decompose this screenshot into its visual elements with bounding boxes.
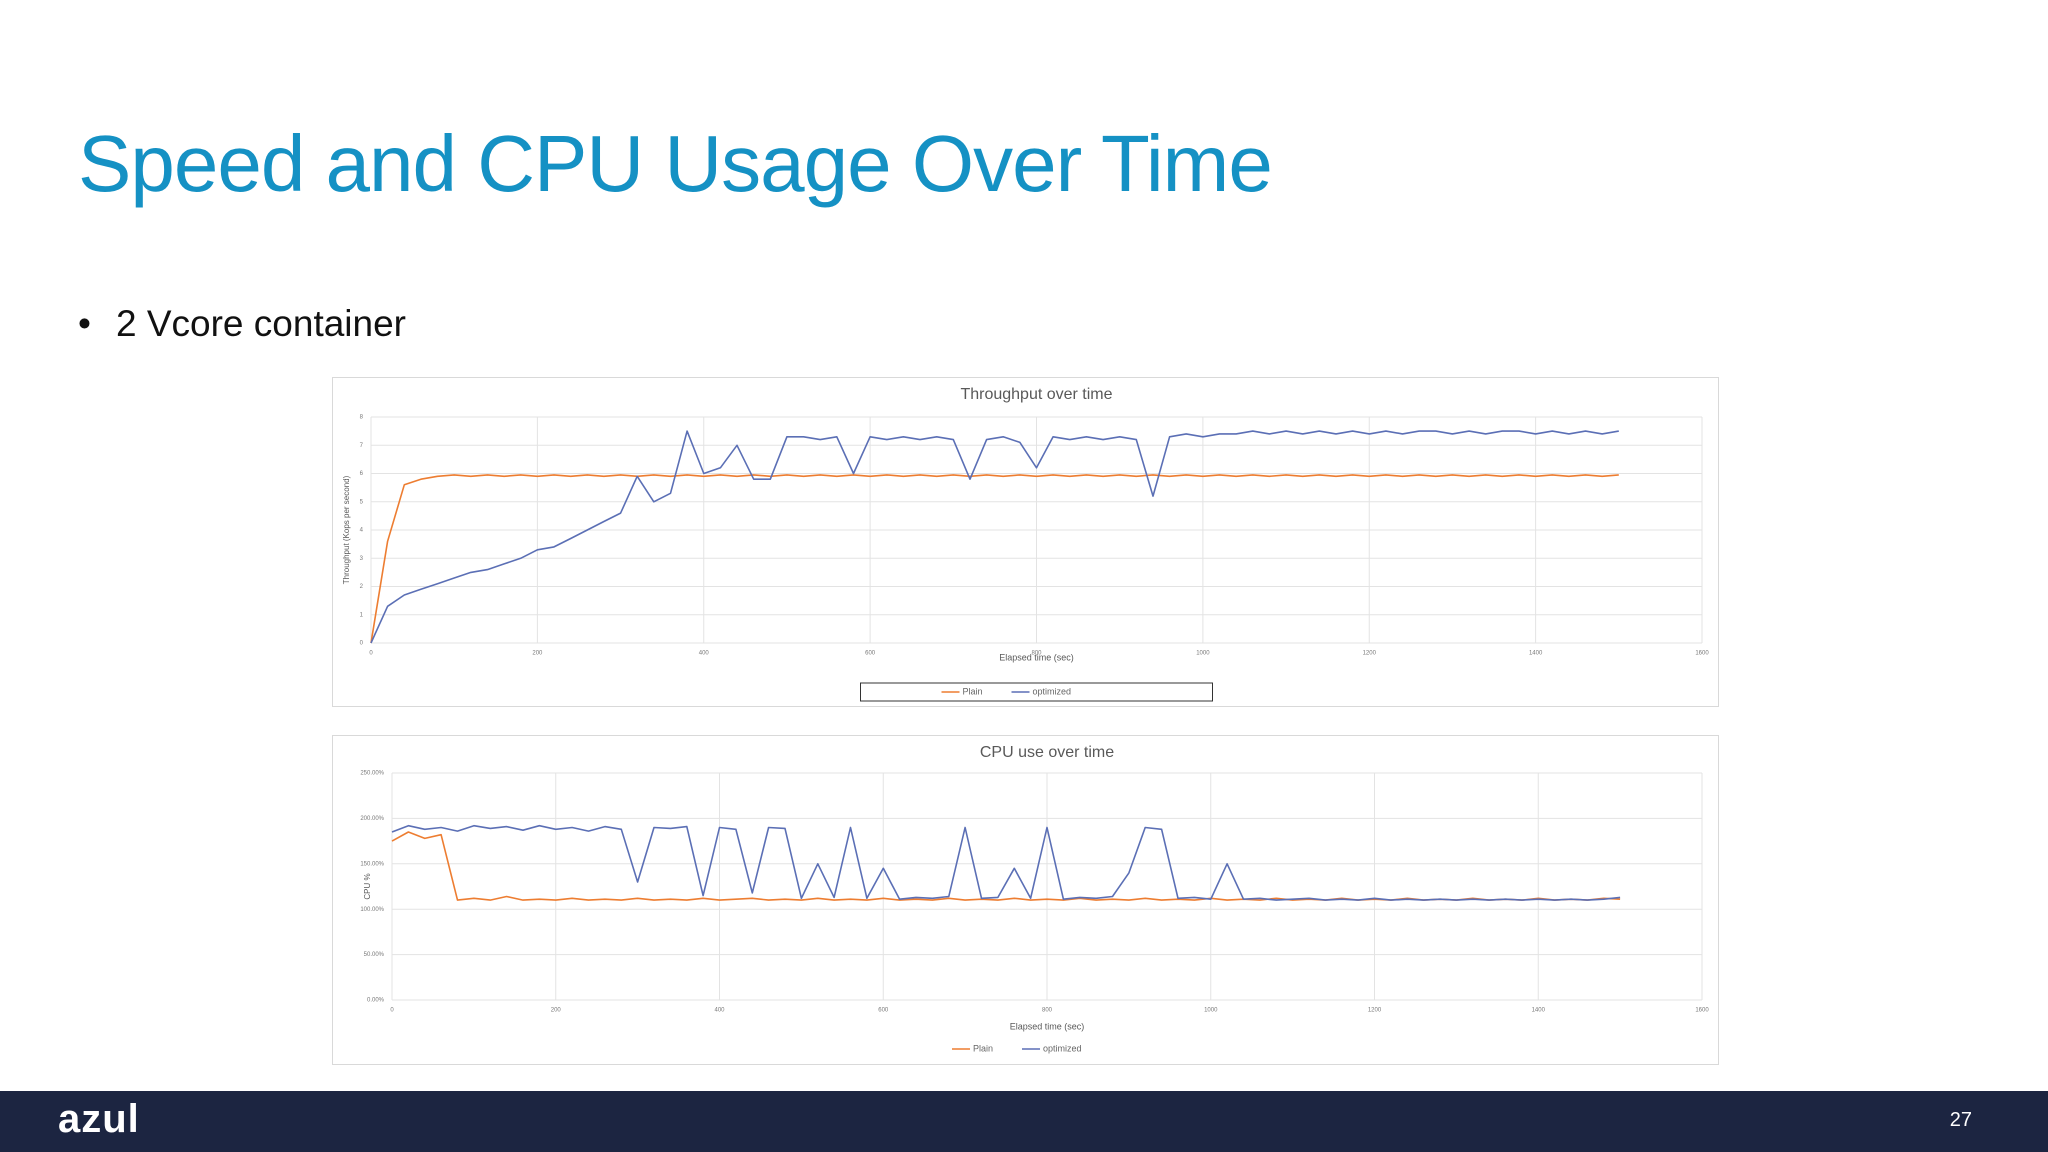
x-tick-label: 1600 (1695, 1008, 1709, 1014)
y-tick-label: 200.00% (360, 816, 384, 822)
y-tick-label: 150.00% (360, 861, 384, 867)
y-tick-label: 7 (360, 443, 364, 449)
legend-label: optimized (1033, 686, 1072, 696)
x-tick-label: 400 (699, 651, 710, 657)
y-tick-label: 0 (360, 641, 364, 647)
y-tick-label: 250.00% (360, 771, 384, 777)
logo: azul (58, 1097, 140, 1141)
x-tick-label: 200 (551, 1008, 562, 1014)
x-tick-label: 1600 (1695, 651, 1709, 657)
x-tick-label: 200 (532, 651, 543, 657)
x-tick-label: 1400 (1529, 651, 1543, 657)
footer: azul 27 (0, 1091, 2048, 1152)
series-line (391, 824, 1621, 901)
legend-box (860, 682, 1213, 702)
y-tick-label: 5 (360, 499, 364, 505)
x-tick-label: 600 (865, 651, 876, 657)
bullet-text: 2 Vcore container (116, 303, 407, 344)
x-tick-label: 400 (714, 1008, 725, 1014)
cpu-chart: CPU use over time 0.00% 50.00% 100.00% 150.0… (332, 735, 1719, 1065)
x-tick-label: 1200 (1363, 651, 1377, 657)
x-tick-label: 1000 (1204, 1008, 1218, 1014)
y-tick-label: 6 (360, 471, 364, 477)
y-axis-label: Throughput (Kops per second) (342, 475, 351, 584)
y-tick-label: 50.00% (364, 952, 385, 958)
y-tick-label: 100.00% (360, 907, 384, 913)
x-tick-label: 600 (878, 1008, 889, 1014)
bullet: • 2 Vcore container (78, 303, 407, 344)
series-line (370, 474, 1619, 644)
x-tick-label: 0 (369, 651, 373, 657)
x-tick-label: 1400 (1532, 1008, 1546, 1014)
y-axis-label: CPU % (363, 873, 372, 899)
y-tick-label: 8 (360, 415, 364, 421)
x-tick-label: 0 (390, 1008, 394, 1014)
y-tick-label: 2 (360, 584, 364, 590)
legend-label: Plain (963, 686, 983, 696)
x-axis-label: Elapsed time (sec) (999, 652, 1074, 662)
y-tick-label: 4 (360, 528, 364, 534)
legend-label: Plain (973, 1043, 993, 1053)
chart-title: Throughput over time (960, 386, 1112, 403)
y-tick-label: 0.00% (367, 998, 385, 1004)
x-tick-label: 1000 (1196, 651, 1210, 657)
x-axis-label: Elapsed time (sec) (1010, 1021, 1085, 1031)
page-number: 27 (1949, 1109, 1972, 1131)
chart-title: CPU use over time (980, 744, 1114, 761)
throughput-chart: Throughput over time 0 1 2 3 4 5 6 7 8 0 200 400 600 8… (332, 377, 1719, 707)
legend-label: optimized (1043, 1043, 1082, 1053)
y-tick-label: 1 (360, 612, 364, 618)
x-tick-label: 1200 (1368, 1008, 1382, 1014)
x-tick-label: 800 (1031, 651, 1042, 657)
series-line (370, 430, 1619, 644)
x-tick-label: 800 (1042, 1008, 1053, 1014)
y-tick-label: 3 (360, 556, 364, 562)
slide-title: Speed and CPU Usage Over Time (78, 119, 1273, 208)
